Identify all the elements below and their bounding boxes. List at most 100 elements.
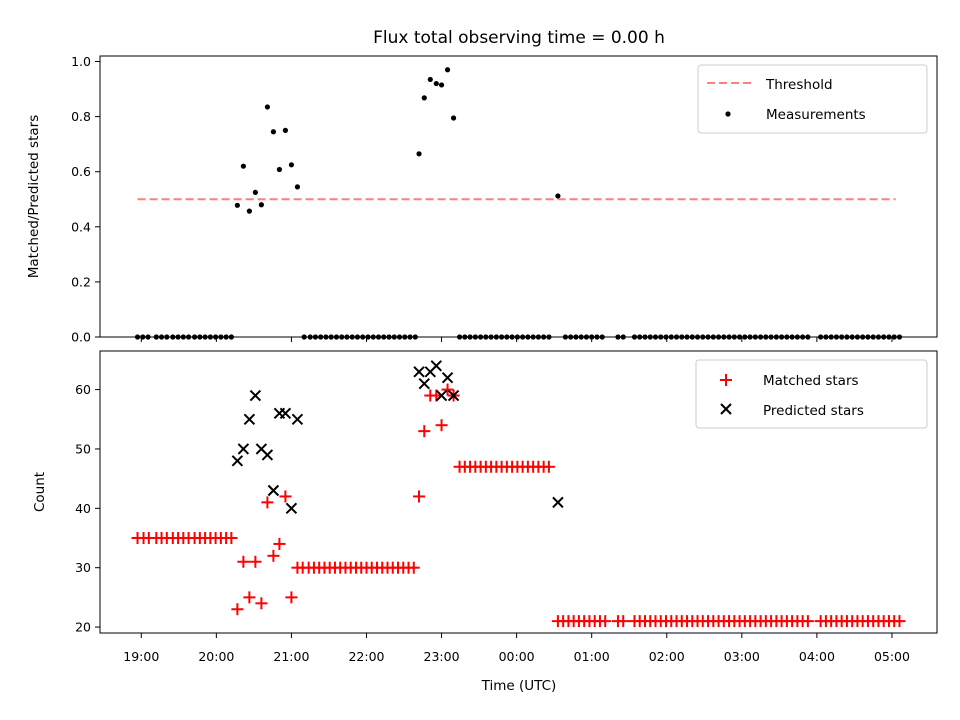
measurement-point xyxy=(555,193,561,199)
measurement-point xyxy=(246,208,252,214)
matched-star-point xyxy=(237,555,250,568)
y-tick-label: 0.2 xyxy=(71,274,91,289)
x-tick-label: 20:00 xyxy=(198,649,234,664)
x-tick-label: 21:00 xyxy=(273,649,309,664)
bottom-axes-frame xyxy=(99,350,938,634)
bottom-x-ticks: 19:00 20:00 21:00 22:00 23:00 00:00 01:00 02:00… xyxy=(123,633,910,664)
y-tick-label: 0.4 xyxy=(71,219,91,234)
matched-star-point xyxy=(413,490,426,503)
y-tick-label: 0.8 xyxy=(71,109,91,124)
predicted-star-point xyxy=(435,389,448,402)
legend-measurements-label: Measurements xyxy=(766,107,866,123)
x-tick-label: 03:00 xyxy=(724,649,760,664)
top-y-ticks: 0.0 0.2 0.4 0.6 0.8 1.0 xyxy=(71,54,100,345)
predicted-star-point xyxy=(447,389,460,402)
measurement-point xyxy=(416,151,422,157)
predicted-star-point xyxy=(249,389,262,402)
matched-star-point xyxy=(418,425,431,438)
matched-star-point xyxy=(893,615,906,628)
predicted-star-point xyxy=(243,413,256,425)
measurement-point xyxy=(264,104,270,110)
predicted-star-point xyxy=(231,455,244,467)
legend-threshold-label: Threshold xyxy=(765,77,833,93)
y-tick-label: 40 xyxy=(75,501,91,516)
matched-star-point xyxy=(441,383,454,396)
measurement-point xyxy=(240,163,246,169)
top-x-ticks xyxy=(140,337,893,342)
legend-predicted-swatch xyxy=(720,403,732,415)
matched-star-point xyxy=(407,561,420,574)
bottom-y-axis-label: Count xyxy=(32,472,48,512)
measurement-point xyxy=(282,127,289,133)
matched-star-point xyxy=(617,615,630,628)
measurement-point xyxy=(252,189,258,195)
predicted-star-point xyxy=(261,449,274,461)
legend-measurements-swatch xyxy=(725,111,731,117)
measurement-point xyxy=(294,184,301,190)
bottom-axes: 20 30 40 50 60 19:00 20:00 21:00 22:00 23:00 00:0… xyxy=(32,350,938,694)
x-tick-label: 00:00 xyxy=(499,649,535,664)
chart-title: Flux total observing time = 0.00 h xyxy=(373,28,665,48)
measurement-point xyxy=(438,82,445,88)
top-legend-box xyxy=(697,64,928,134)
matched-star-point xyxy=(243,591,256,604)
y-tick-label: 1.0 xyxy=(71,54,91,69)
matched-star-point xyxy=(225,532,238,545)
legend-matched-label: Matched stars xyxy=(763,373,859,389)
bottom-marks-layer xyxy=(131,360,906,628)
predicted-star-point xyxy=(413,366,425,378)
top-y-axis-label: Matched/Predicted stars xyxy=(26,115,42,278)
matched-star-point xyxy=(801,615,814,628)
measurement-point xyxy=(270,129,277,135)
predicted-star-point xyxy=(430,360,443,372)
matched-star-point xyxy=(435,419,448,432)
measurement-point xyxy=(450,115,457,121)
y-tick-label: 60 xyxy=(75,382,91,397)
top-legend: Threshold Measurements xyxy=(697,64,928,134)
predicted-star-point xyxy=(285,502,298,515)
predicted-star-point xyxy=(279,407,292,420)
measurement-point xyxy=(258,202,264,208)
legend-predicted-label: Predicted stars xyxy=(763,403,864,419)
y-tick-label: 0.6 xyxy=(71,164,91,179)
measurement-point xyxy=(276,166,283,173)
legend-matched-swatch xyxy=(720,374,732,386)
measurement-point xyxy=(288,162,295,168)
measurement-point xyxy=(427,76,433,83)
predicted-star-point xyxy=(418,377,430,390)
x-tick-label: 05:00 xyxy=(874,649,910,664)
measurement-point xyxy=(421,95,427,101)
predicted-star-point xyxy=(237,443,250,455)
matched-star-point xyxy=(279,490,292,503)
x-tick-label: 04:00 xyxy=(799,649,835,664)
predicted-star-point xyxy=(441,372,454,384)
matched-star-point xyxy=(285,591,298,604)
matched-star-point xyxy=(261,496,274,509)
matched-star-point xyxy=(267,549,280,562)
matched-star-point xyxy=(255,597,268,610)
measurement-point xyxy=(234,202,240,208)
predicted-star-point xyxy=(291,413,304,425)
measurement-point xyxy=(444,67,451,73)
matched-star-point xyxy=(599,615,612,628)
y-tick-label: 0.0 xyxy=(71,330,91,345)
top-axes: 0.0 0.2 0.4 0.6 0.8 1.0 Matched/Predicted sta… xyxy=(26,54,938,345)
x-tick-label: 23:00 xyxy=(424,649,460,664)
matched-star-point xyxy=(231,603,244,616)
matched-star-point xyxy=(542,460,555,473)
top-axes-frame xyxy=(99,55,938,338)
matched-star-point xyxy=(249,555,262,568)
y-tick-label: 30 xyxy=(75,560,91,575)
bottom-legend-box xyxy=(695,359,928,429)
bottom-y-ticks: 20 30 40 50 60 xyxy=(75,382,100,635)
x-tick-label: 19:00 xyxy=(123,649,159,664)
x-tick-label: 01:00 xyxy=(574,649,610,664)
x-tick-label: 22:00 xyxy=(348,649,384,664)
predicted-star-point xyxy=(267,484,280,497)
matched-star-point xyxy=(273,537,286,550)
measurement-point xyxy=(433,80,439,87)
y-tick-label: 50 xyxy=(75,441,91,456)
y-tick-label: 20 xyxy=(75,620,91,635)
x-tick-label: 02:00 xyxy=(649,649,685,664)
